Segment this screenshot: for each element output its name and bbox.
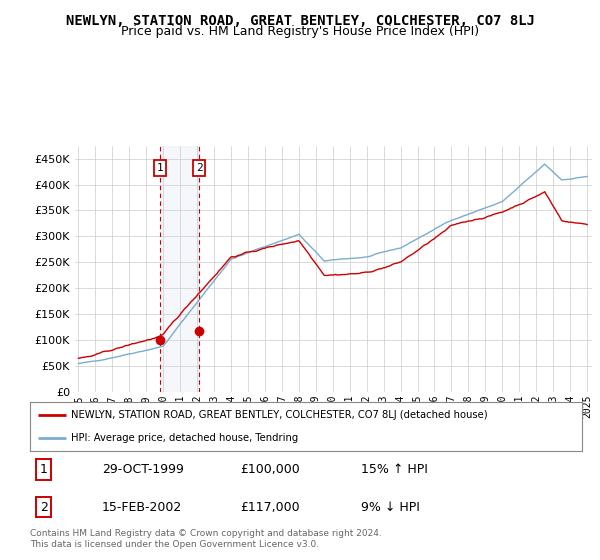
Text: 2: 2 xyxy=(196,163,203,173)
Text: £100,000: £100,000 xyxy=(240,463,299,476)
Text: 1: 1 xyxy=(40,463,48,476)
Bar xyxy=(160,146,199,392)
Text: NEWLYN, STATION ROAD, GREAT BENTLEY, COLCHESTER, CO7 8LJ: NEWLYN, STATION ROAD, GREAT BENTLEY, COL… xyxy=(65,14,535,28)
Text: Price paid vs. HM Land Registry's House Price Index (HPI): Price paid vs. HM Land Registry's House … xyxy=(121,25,479,38)
Text: 29-OCT-1999: 29-OCT-1999 xyxy=(102,463,184,476)
Text: £117,000: £117,000 xyxy=(240,501,299,514)
Text: 1: 1 xyxy=(157,163,164,173)
Text: This data is licensed under the Open Government Licence v3.0.: This data is licensed under the Open Gov… xyxy=(30,540,319,549)
Text: HPI: Average price, detached house, Tendring: HPI: Average price, detached house, Tend… xyxy=(71,433,299,444)
Text: 2: 2 xyxy=(40,501,48,514)
Text: NEWLYN, STATION ROAD, GREAT BENTLEY, COLCHESTER, CO7 8LJ (detached house): NEWLYN, STATION ROAD, GREAT BENTLEY, COL… xyxy=(71,410,488,421)
Text: 15% ↑ HPI: 15% ↑ HPI xyxy=(361,463,428,476)
Text: 9% ↓ HPI: 9% ↓ HPI xyxy=(361,501,420,514)
Text: Contains HM Land Registry data © Crown copyright and database right 2024.: Contains HM Land Registry data © Crown c… xyxy=(30,529,382,538)
Text: 15-FEB-2002: 15-FEB-2002 xyxy=(102,501,182,514)
